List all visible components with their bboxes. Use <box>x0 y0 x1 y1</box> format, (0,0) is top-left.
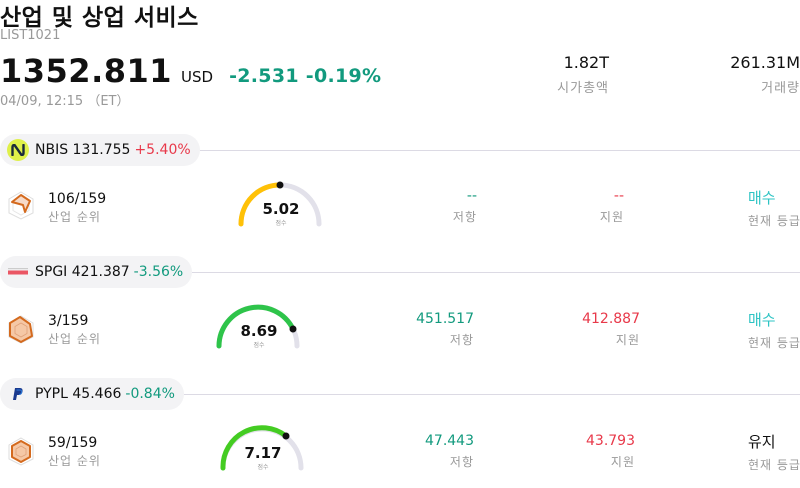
stock-pill-spgi[interactable]: SPGI 421.387 -3.56% <box>0 256 193 288</box>
volume-value: 261.31M <box>730 53 800 72</box>
score-gauge: 7.17 점수 <box>218 424 308 474</box>
resistance-label: 저항 <box>449 455 474 469</box>
current-grade: 매수 현재 등급 <box>748 309 800 351</box>
grade-value: 매수 <box>748 189 776 207</box>
stock-header-pypl: PYPL 45.466 -0.84% <box>0 378 800 410</box>
stock-header-nbis: NBIS 131.755 +5.40% <box>0 134 800 166</box>
radar-chart-icon <box>8 437 34 466</box>
stock-change-pct: +5.40% <box>134 142 191 158</box>
industry-rank-value: 59/159 <box>48 435 98 451</box>
score-label: 점수 <box>275 220 287 227</box>
grade-value: 유지 <box>748 433 776 451</box>
industry-rank-value: 106/159 <box>48 191 107 207</box>
stock-header-spgi: SPGI 421.387 -3.56% <box>0 256 800 288</box>
grade-label: 현재 등급 <box>748 458 800 472</box>
market-cap-stat: 1.82T 시가총액 <box>557 53 609 96</box>
resistance-value: -- <box>466 188 477 204</box>
score-gauge: 5.02 점수 <box>236 180 326 230</box>
score-value: 5.02 <box>262 200 300 218</box>
current-grade: 유지 현재 등급 <box>748 431 800 473</box>
market-cap-label: 시가총액 <box>557 81 609 96</box>
market-cap-value: 1.82T <box>563 53 609 72</box>
divider <box>192 271 800 273</box>
stock-pill-pypl[interactable]: PYPL 45.466 -0.84% <box>0 378 184 410</box>
timestamp: 04/09, 12:15 （ET） <box>0 94 130 109</box>
stock-row-spgi: 3/159 산업 순위 8.69 점수 451.517 저항 412.887 지… <box>0 302 800 362</box>
ticker: PYPL <box>35 386 68 402</box>
support-level: -- 지원 <box>600 188 624 225</box>
current-price: 1352.811 <box>0 52 173 90</box>
grade-value: 매수 <box>748 311 776 329</box>
spgi-logo-icon <box>7 261 29 283</box>
volume-label: 거래량 <box>761 81 800 96</box>
nbis-logo-icon <box>7 139 29 161</box>
score-label: 점수 <box>257 464 269 471</box>
stock-price: 421.387 <box>71 264 130 280</box>
support-value: 43.793 <box>586 433 635 449</box>
resistance-level: -- 저항 <box>453 188 477 225</box>
score-value: 8.69 <box>240 322 278 340</box>
support-value: 412.887 <box>582 311 640 327</box>
index-code: LIST1021 <box>0 28 61 43</box>
radar-chart-icon <box>8 315 34 344</box>
stock-price: 45.466 <box>72 386 122 402</box>
radar-chart-icon <box>8 191 34 220</box>
stock-change-pct: -3.56% <box>133 264 184 280</box>
stock-change-pct: -0.84% <box>125 386 175 402</box>
divider <box>199 149 800 151</box>
support-label: 지원 <box>599 210 624 224</box>
support-level: 412.887 지원 <box>582 311 640 348</box>
industry-rank-label: 산업 순위 <box>48 210 101 224</box>
page-title: 산업 및 상업 서비스 <box>0 5 199 31</box>
currency: USD <box>181 68 214 86</box>
resistance-level: 451.517 저항 <box>416 311 474 348</box>
ticker: NBIS <box>35 142 69 158</box>
industry-rank-label: 산업 순위 <box>48 332 101 346</box>
score-value: 7.17 <box>244 444 282 462</box>
ticker: SPGI <box>35 264 68 280</box>
support-value: -- <box>613 188 624 204</box>
resistance-level: 47.443 저항 <box>425 433 474 470</box>
current-grade: 매수 현재 등급 <box>748 187 800 229</box>
stock-row-pypl: 59/159 산업 순위 7.17 점수 47.443 저항 43.793 지원… <box>0 424 800 484</box>
grade-label: 현재 등급 <box>748 214 800 228</box>
stock-price: 131.755 <box>72 142 131 158</box>
support-label: 지원 <box>615 333 640 347</box>
score-label: 점수 <box>253 342 265 349</box>
divider <box>183 393 800 395</box>
grade-label: 현재 등급 <box>748 336 800 350</box>
price-change: -2.531 -0.19% <box>229 65 382 87</box>
price-row: 1352.811 USD -2.531 -0.19% <box>0 52 381 90</box>
paypal-logo-icon <box>7 383 29 405</box>
industry-rank-value: 3/159 <box>48 313 89 329</box>
resistance-value: 451.517 <box>416 311 474 327</box>
score-gauge: 8.69 점수 <box>214 302 304 352</box>
resistance-label: 저항 <box>452 210 477 224</box>
stock-pill-nbis[interactable]: NBIS 131.755 +5.40% <box>0 134 200 166</box>
resistance-value: 47.443 <box>425 433 474 449</box>
support-label: 지원 <box>610 455 635 469</box>
resistance-label: 저항 <box>449 333 474 347</box>
support-level: 43.793 지원 <box>586 433 635 470</box>
stock-row-nbis: 106/159 산업 순위 5.02 점수 -- 저항 -- 지원 매수 현재 … <box>0 180 800 240</box>
volume-stat: 261.31M 거래량 <box>730 53 800 96</box>
industry-rank-label: 산업 순위 <box>48 454 101 468</box>
